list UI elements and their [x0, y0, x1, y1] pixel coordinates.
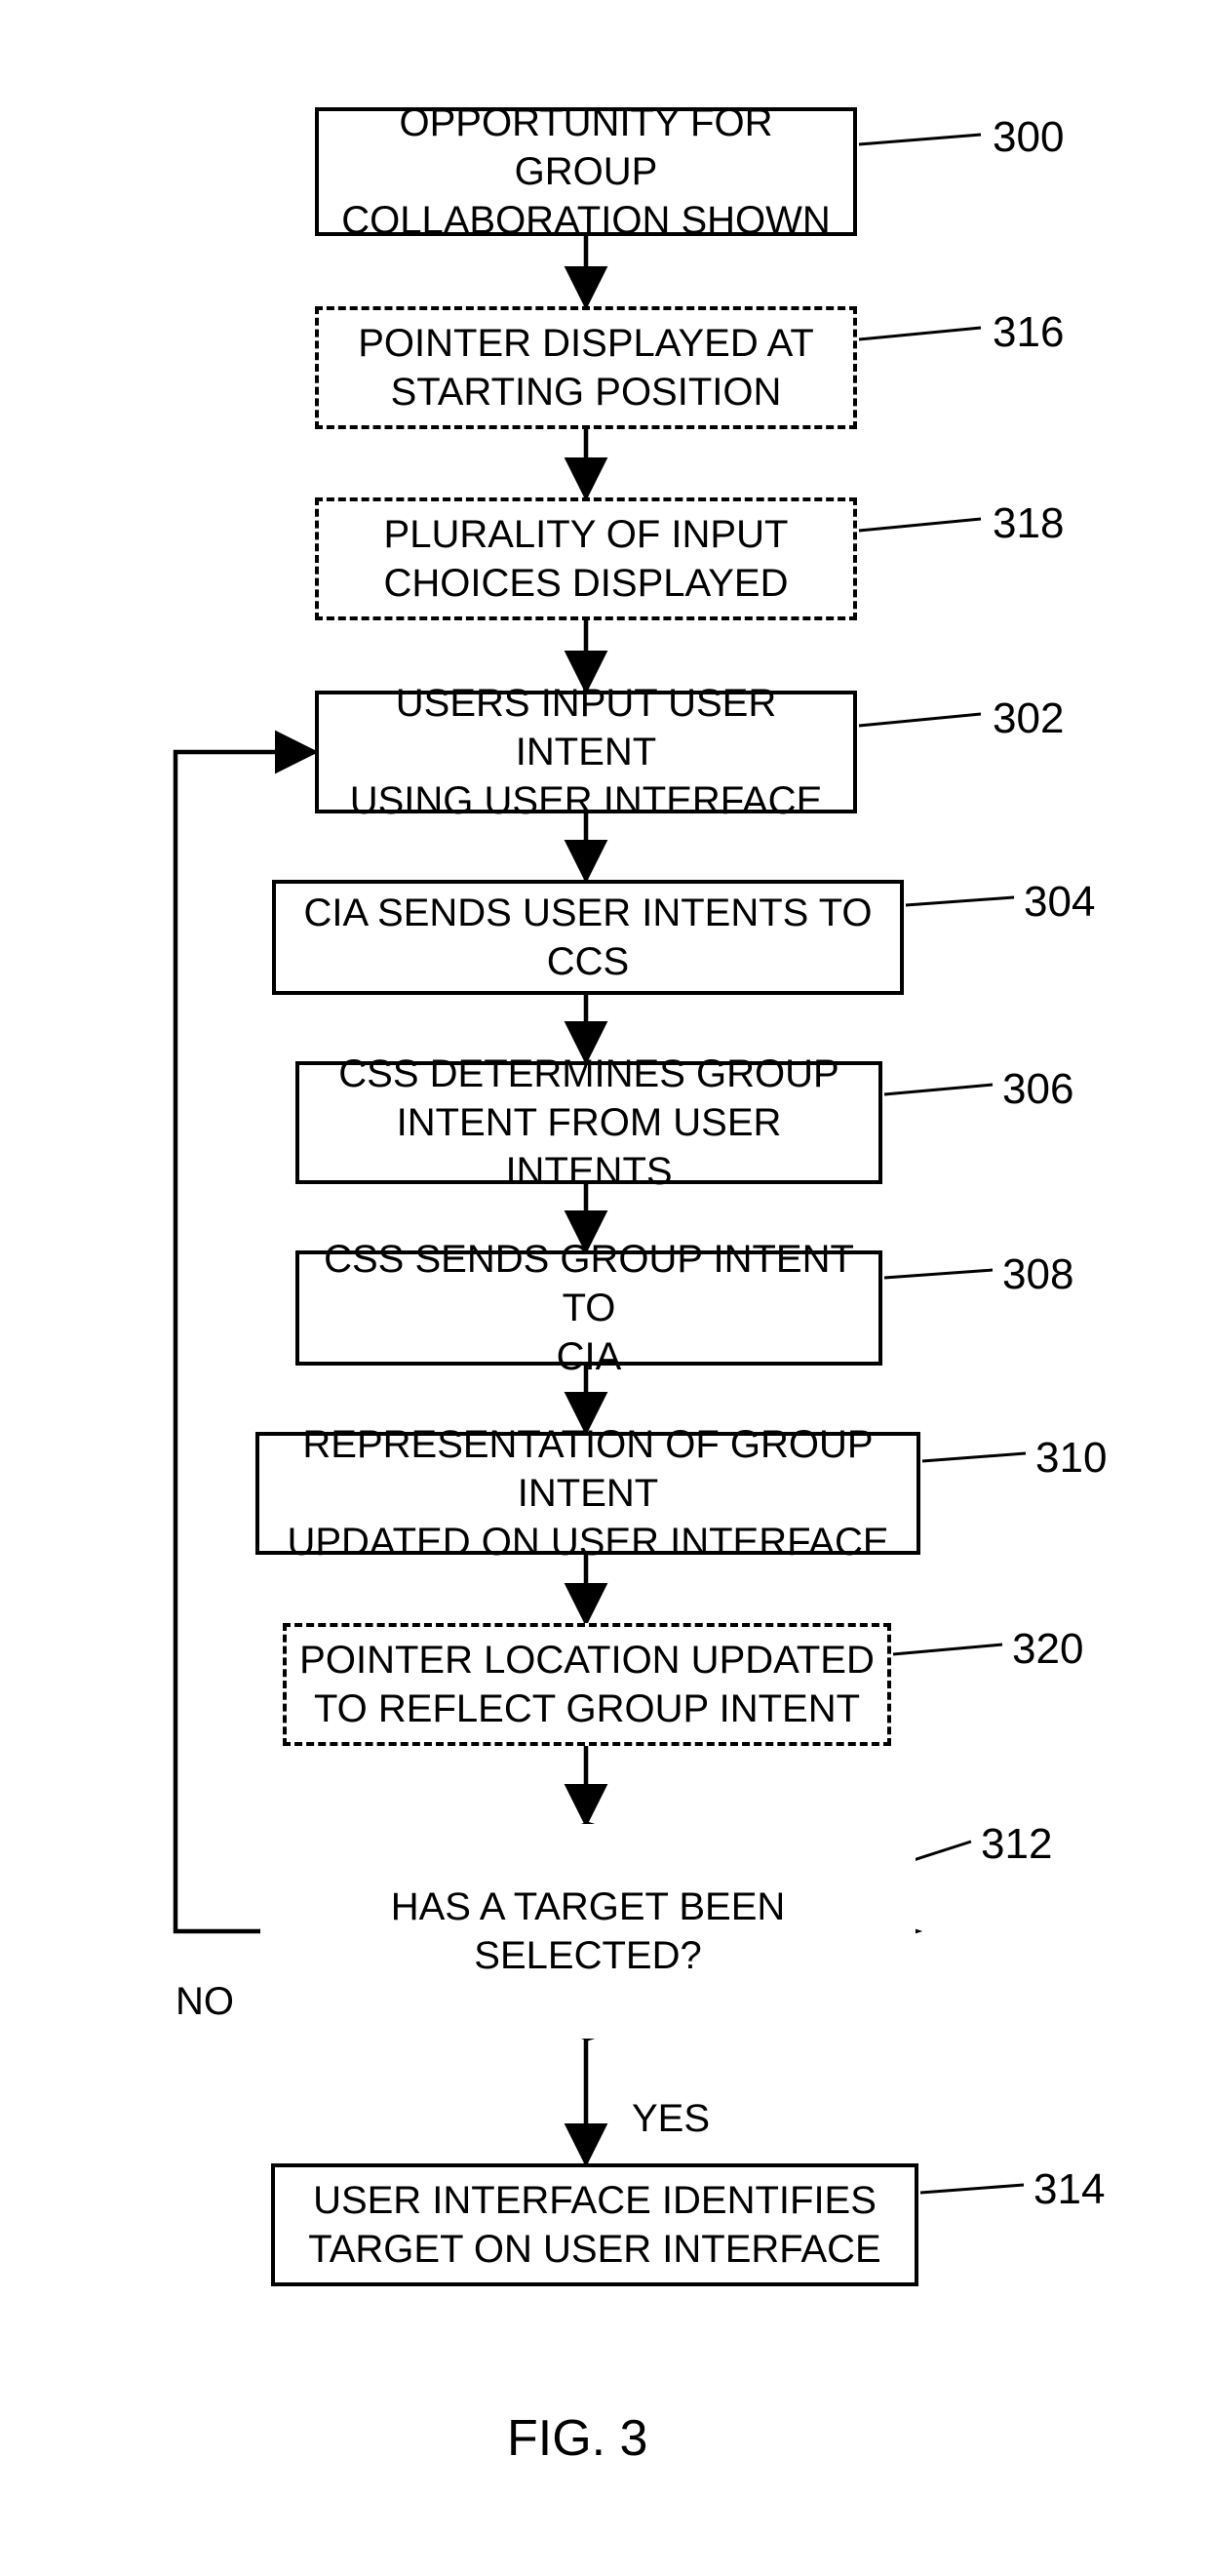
decision-n312: HAS A TARGET BEEN SELECTED? — [260, 1824, 916, 2039]
ref-302: 302 — [993, 694, 1064, 743]
process-n302: USERS INPUT USER INTENT USING USER INTER… — [315, 691, 857, 813]
ref-314: 314 — [1034, 2165, 1105, 2214]
ref-316: 316 — [993, 308, 1064, 357]
ref-318: 318 — [993, 499, 1064, 548]
ref-308: 308 — [1002, 1250, 1073, 1299]
ref-310: 310 — [1035, 1434, 1107, 1483]
process-n318: PLURALITY OF INPUT CHOICES DISPLAYED — [315, 497, 857, 620]
process-n316: POINTER DISPLAYED AT STARTING POSITION — [315, 306, 857, 429]
ref-306: 306 — [1002, 1065, 1073, 1114]
process-n314: USER INTERFACE IDENTIFIES TARGET ON USER… — [271, 2163, 918, 2286]
edge-label-no: NO — [176, 1980, 234, 2024]
ref-320: 320 — [1012, 1625, 1083, 1674]
ref-312: 312 — [981, 1820, 1052, 1869]
process-n300: OPPORTUNITY FOR GROUP COLLABORATION SHOW… — [315, 107, 857, 236]
edge-label-yes: YES — [632, 2097, 710, 2141]
process-n320: POINTER LOCATION UPDATED TO REFLECT GROU… — [283, 1623, 891, 1746]
figure-caption: FIG. 3 — [507, 2409, 647, 2468]
process-n310: REPRESENTATION OF GROUP INTENT UPDATED O… — [255, 1432, 920, 1555]
ref-304: 304 — [1024, 878, 1095, 927]
process-n304: CIA SENDS USER INTENTS TO CCS — [272, 880, 904, 995]
process-n308: CSS SENDS GROUP INTENT TO CIA — [295, 1250, 882, 1366]
ref-300: 300 — [993, 113, 1064, 162]
process-n306: CSS DETERMINES GROUP INTENT FROM USER IN… — [295, 1061, 882, 1184]
